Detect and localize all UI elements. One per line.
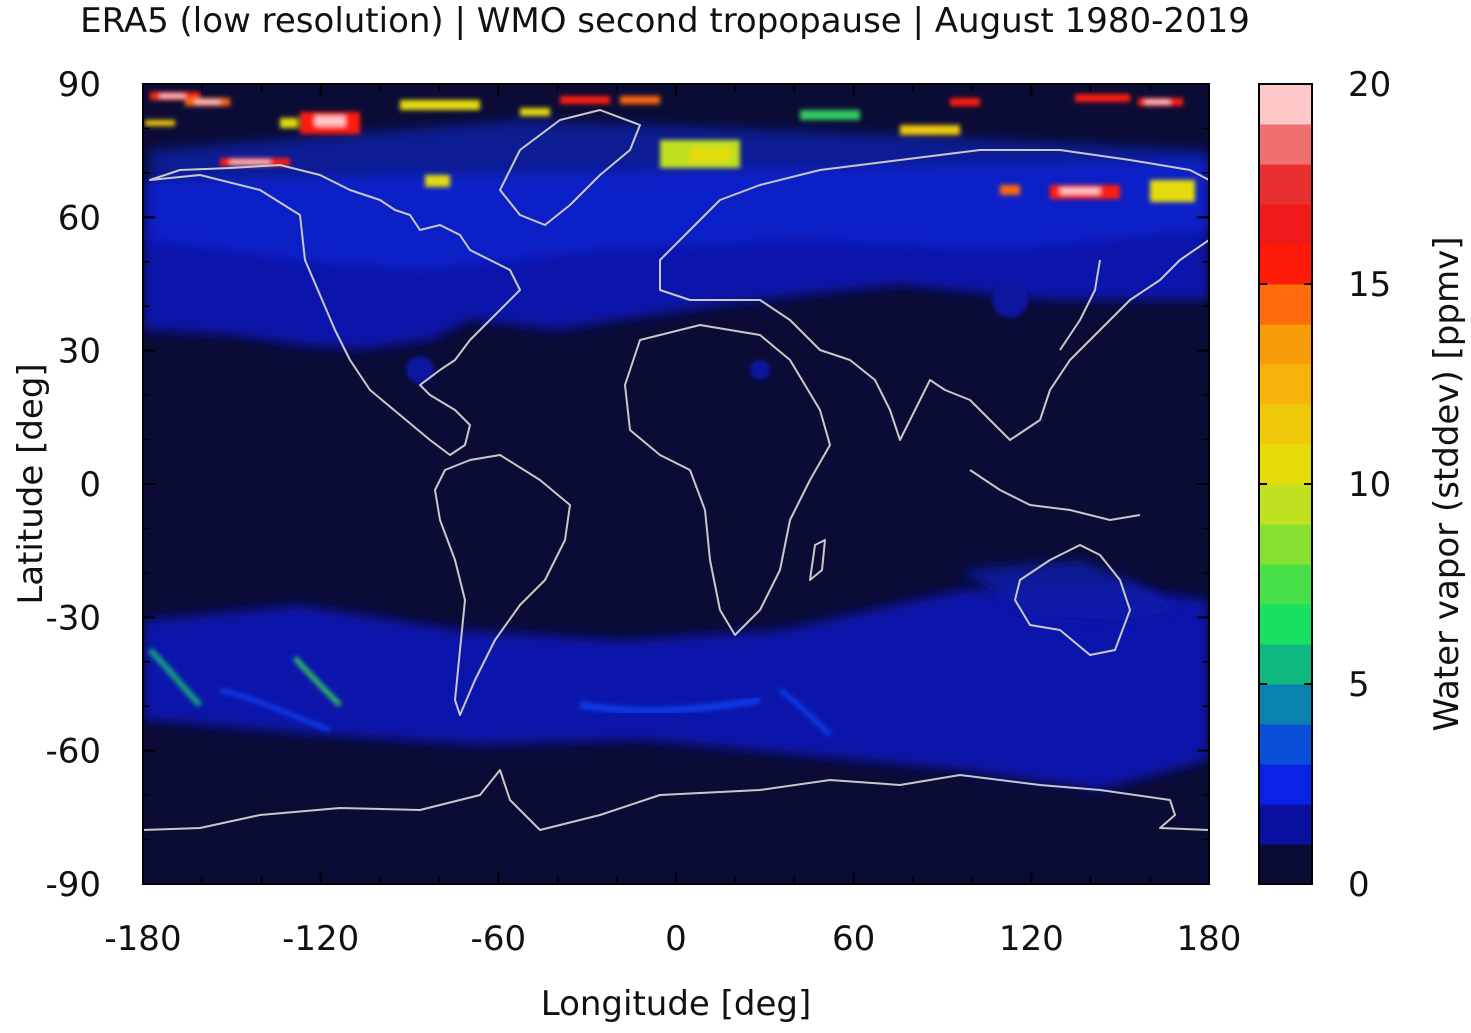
colorbar-tick-label: 0 [1348,865,1370,905]
coastline-greenland [499,109,641,226]
hotspot [620,96,660,104]
y-ticks [143,83,1209,885]
hotspot [560,96,610,104]
field-patch [992,282,1028,318]
field-north-inner [150,120,1209,270]
colorbar-swatch [1259,284,1312,325]
x-tick-label: 120 [999,919,1064,959]
hotspot [280,118,298,128]
colorbar-swatch [1259,524,1312,565]
colorbar-swatches [1259,84,1312,885]
coastlines [143,109,1209,831]
colorbar-swatch [1259,804,1312,845]
hotspot [520,108,550,116]
plot-area: -180 -120 -60 0 60 120 180 90 60 30 0 -30 -60 -90 [45,65,1241,959]
coastline-eurasia [659,149,1209,441]
coastline-australia [1014,544,1131,656]
hotspot [425,175,450,187]
colorbar-swatch [1259,404,1312,445]
colorbar-swatch [1259,124,1312,165]
y-tick-label: 60 [58,198,101,238]
hotspot [1150,180,1195,202]
y-tick-label: 0 [79,465,101,505]
y-axis-label: Latitude [deg] [11,363,51,604]
colorbar-tick-label: 20 [1348,65,1391,105]
y-tick-label: -30 [45,598,101,638]
hotspot [1145,100,1170,104]
colorbar-swatch [1259,324,1312,365]
x-ticks [142,84,1210,884]
field-south-band [143,585,1209,790]
hotspot [145,120,175,126]
hotspot [900,125,960,135]
colorbar-swatch [1259,84,1312,125]
coastline-antarctica [143,769,1209,831]
hotspot [690,148,730,162]
coastline-indonesia [969,469,1141,521]
x-tick-label: -60 [471,919,527,959]
coastline-north-america [149,164,521,456]
x-tick-label: -180 [104,919,181,959]
field-south-streak [147,647,203,708]
x-tick-labels: -180 -120 -60 0 60 120 180 [104,919,1241,959]
colorbar-swatch [1259,684,1312,725]
coastline-madagascar [809,539,826,581]
hotspot [400,100,480,110]
hotspot [315,116,345,126]
hotspot [160,94,185,98]
x-tick-label: 180 [1177,919,1242,959]
y-tick-label: -90 [45,865,101,905]
colorbar-swatch [1259,164,1312,205]
field-south-streak [293,656,342,707]
coastline-south-america [434,454,571,716]
colorbar-swatch [1259,364,1312,405]
y-tick-labels: 90 60 30 0 -30 -60 -90 [45,65,101,905]
colorbar-swatch [1259,764,1312,805]
hotspot [1000,185,1020,195]
colorbar-label: Water vapor (stddev) [ppmv] [1427,237,1467,732]
x-tick-label: 60 [832,919,875,959]
x-axis-label: Longitude [deg] [541,984,812,1024]
hotspot [950,98,980,106]
coastline-africa [624,324,831,636]
colorbar: 0 5 10 15 20 Water vapor (stddev) [ppmv] [1258,65,1467,905]
x-tick-label: -120 [282,919,359,959]
colorbar-swatch [1259,644,1312,685]
arctic-hotspots [145,92,1195,202]
colorbar-tick-label: 10 [1348,465,1391,505]
hotspot [1060,188,1100,194]
colorbar-swatch [1259,724,1312,765]
field-south-streak [778,688,832,737]
hotspot [800,110,860,120]
x-tick-label: 0 [665,919,687,959]
chart-title: ERA5 (low resolution) | WMO second tropo… [80,1,1250,41]
colorbar-swatch [1259,564,1312,605]
colorbar-swatch [1259,204,1312,245]
y-tick-label: 30 [58,332,101,372]
colorbar-swatch [1259,484,1312,525]
coastline-japan [1059,259,1101,351]
hotspot [230,160,270,164]
colorbar-ticks: 0 5 10 15 20 [1259,65,1391,905]
field-australia [960,560,1180,620]
colorbar-swatch [1259,604,1312,645]
water-vapor-field [143,92,1209,831]
field-patch [750,360,770,380]
field-south-streak [579,696,761,714]
field-patch [406,356,434,384]
colorbar-swatch [1259,444,1312,485]
colorbar-tick-label: 15 [1348,265,1391,305]
colorbar-swatch [1259,844,1312,885]
hotspot [195,100,220,104]
y-tick-label: -60 [45,732,101,772]
hotspot [1075,94,1130,102]
field-south-streak [219,687,331,733]
y-tick-label: 90 [58,65,101,105]
colorbar-swatch [1259,244,1312,285]
colorbar-tick-label: 5 [1348,665,1370,705]
